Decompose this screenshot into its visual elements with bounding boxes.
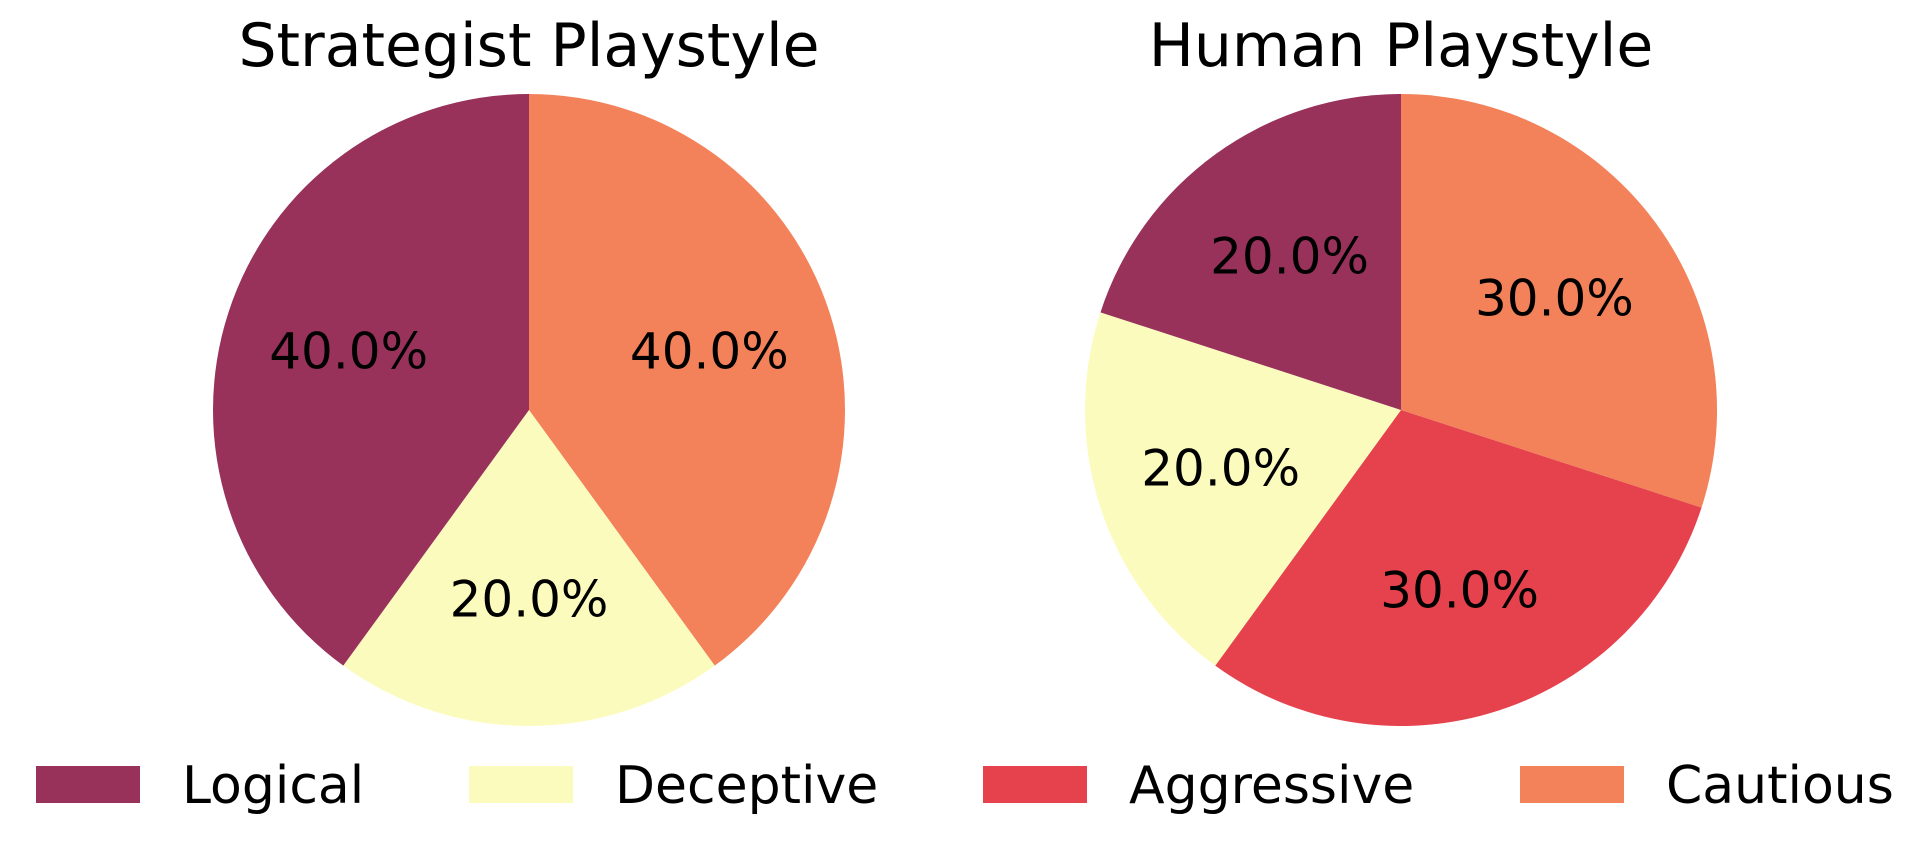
human-slice-label-cautious: 30.0%: [1475, 270, 1634, 328]
legend-item-aggressive: Aggressive: [983, 756, 1414, 816]
legend-swatch-aggressive: [983, 766, 1087, 803]
strategist-chart-title: Strategist Playstyle: [238, 11, 819, 81]
human-pie-slices: [1085, 94, 1717, 726]
strategist-slice-cautious: [529, 94, 845, 666]
human-pie-chart: Human Playstyle 30.0% 30.0% 20.0% 20.0%: [1085, 11, 1717, 726]
legend-label-cautious: Cautious: [1666, 756, 1894, 816]
human-slice-cautious: [1401, 94, 1717, 508]
strategist-slice-label-logical: 40.0%: [269, 322, 428, 380]
strategist-slice-label-cautious: 40.0%: [630, 322, 789, 380]
strategist-slice-label-deceptive: 20.0%: [450, 571, 609, 629]
legend-item-logical: Logical: [36, 756, 364, 816]
strategist-pie-chart: Strategist Playstyle 40.0% 20.0% 40.0%: [213, 11, 845, 726]
legend-swatch-logical: [36, 766, 140, 803]
legend-label-deceptive: Deceptive: [615, 756, 878, 816]
legend-swatch-cautious: [1520, 766, 1624, 803]
strategist-slice-logical: [213, 94, 530, 666]
human-slice-label-logical: 20.0%: [1210, 228, 1369, 286]
legend-label-aggressive: Aggressive: [1129, 756, 1414, 816]
strategist-slice-deceptive: [343, 410, 715, 726]
legend-swatch-deceptive: [469, 766, 573, 803]
chart-legend: Logical Deceptive Aggressive Cautious: [36, 756, 1894, 816]
legend-label-logical: Logical: [182, 756, 364, 816]
human-slice-deceptive: [1085, 312, 1401, 666]
strategist-pie-slices: [213, 94, 845, 726]
human-chart-title: Human Playstyle: [1149, 11, 1653, 81]
human-slice-label-aggressive: 30.0%: [1380, 561, 1539, 619]
legend-item-deceptive: Deceptive: [469, 756, 878, 816]
human-slice-logical: [1100, 94, 1401, 410]
human-slice-aggressive: [1215, 410, 1702, 726]
legend-item-cautious: Cautious: [1520, 756, 1894, 816]
human-slice-label-deceptive: 20.0%: [1141, 440, 1300, 498]
strategist-pie-labels: 40.0% 20.0% 40.0%: [269, 322, 788, 628]
human-pie-labels: 30.0% 30.0% 20.0% 20.0%: [1141, 228, 1634, 620]
